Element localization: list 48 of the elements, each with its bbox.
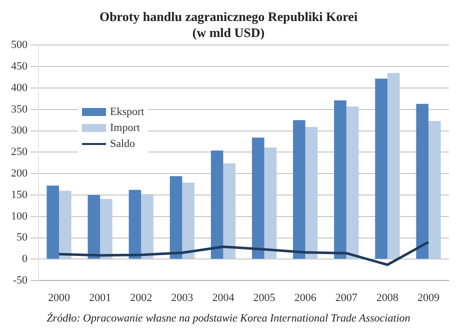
bar bbox=[252, 138, 264, 259]
bar bbox=[141, 194, 154, 259]
x-tick-label: 2003 bbox=[171, 292, 194, 304]
text: Obroty handlu zagranicznego Republiki Korei bbox=[99, 9, 358, 24]
legend-label: Saldo bbox=[110, 138, 136, 150]
y-tick-label: 0 bbox=[22, 253, 28, 266]
y-tick-label: 100 bbox=[11, 210, 28, 222]
bar bbox=[416, 104, 428, 259]
bar bbox=[128, 190, 142, 259]
y-tick-label: 200 bbox=[11, 167, 28, 180]
bar bbox=[100, 198, 112, 259]
bar bbox=[334, 100, 346, 259]
legend-label: Import bbox=[110, 122, 140, 134]
bar bbox=[293, 120, 306, 259]
bar bbox=[182, 182, 194, 259]
y-tick-label: 450 bbox=[11, 60, 28, 72]
x-tick-label: 2002 bbox=[130, 292, 152, 304]
x-tick-label: 2005 bbox=[253, 292, 276, 304]
y-tick-label: 500 bbox=[11, 39, 28, 52]
bar bbox=[88, 195, 100, 259]
x-tick-label: 2006 bbox=[294, 292, 317, 304]
x-tick-label: 2004 bbox=[212, 292, 235, 304]
bar bbox=[223, 163, 236, 259]
text: (w mld USD) bbox=[192, 24, 265, 40]
x-tick-label: 2009 bbox=[417, 292, 440, 304]
x-tick-label: 2000 bbox=[48, 292, 71, 304]
legend-label: Eksport bbox=[110, 106, 144, 118]
y-tick-label: -50 bbox=[12, 274, 28, 286]
x-tick-label: 2001 bbox=[89, 292, 112, 304]
bar bbox=[428, 120, 441, 259]
bar bbox=[59, 190, 72, 259]
y-tick-label: 150 bbox=[11, 188, 28, 201]
text: Źródło: Opracowanie własne na podstawie Korea International Trade Association bbox=[46, 311, 411, 324]
bar bbox=[346, 106, 359, 259]
y-tick-label: 350 bbox=[11, 103, 28, 116]
x-tick-label: 2008 bbox=[376, 292, 399, 304]
bar bbox=[375, 78, 388, 259]
bar bbox=[305, 126, 318, 259]
bar bbox=[264, 147, 277, 259]
bar bbox=[170, 176, 182, 259]
y-tick-label: 50 bbox=[16, 232, 28, 244]
bar bbox=[46, 186, 60, 259]
y-tick-label: 250 bbox=[11, 146, 28, 158]
y-tick-label: 400 bbox=[11, 82, 28, 94]
bar bbox=[387, 73, 400, 259]
x-tick-label: 2007 bbox=[335, 292, 358, 304]
y-tick-label: 300 bbox=[11, 124, 28, 137]
bar bbox=[210, 150, 224, 259]
